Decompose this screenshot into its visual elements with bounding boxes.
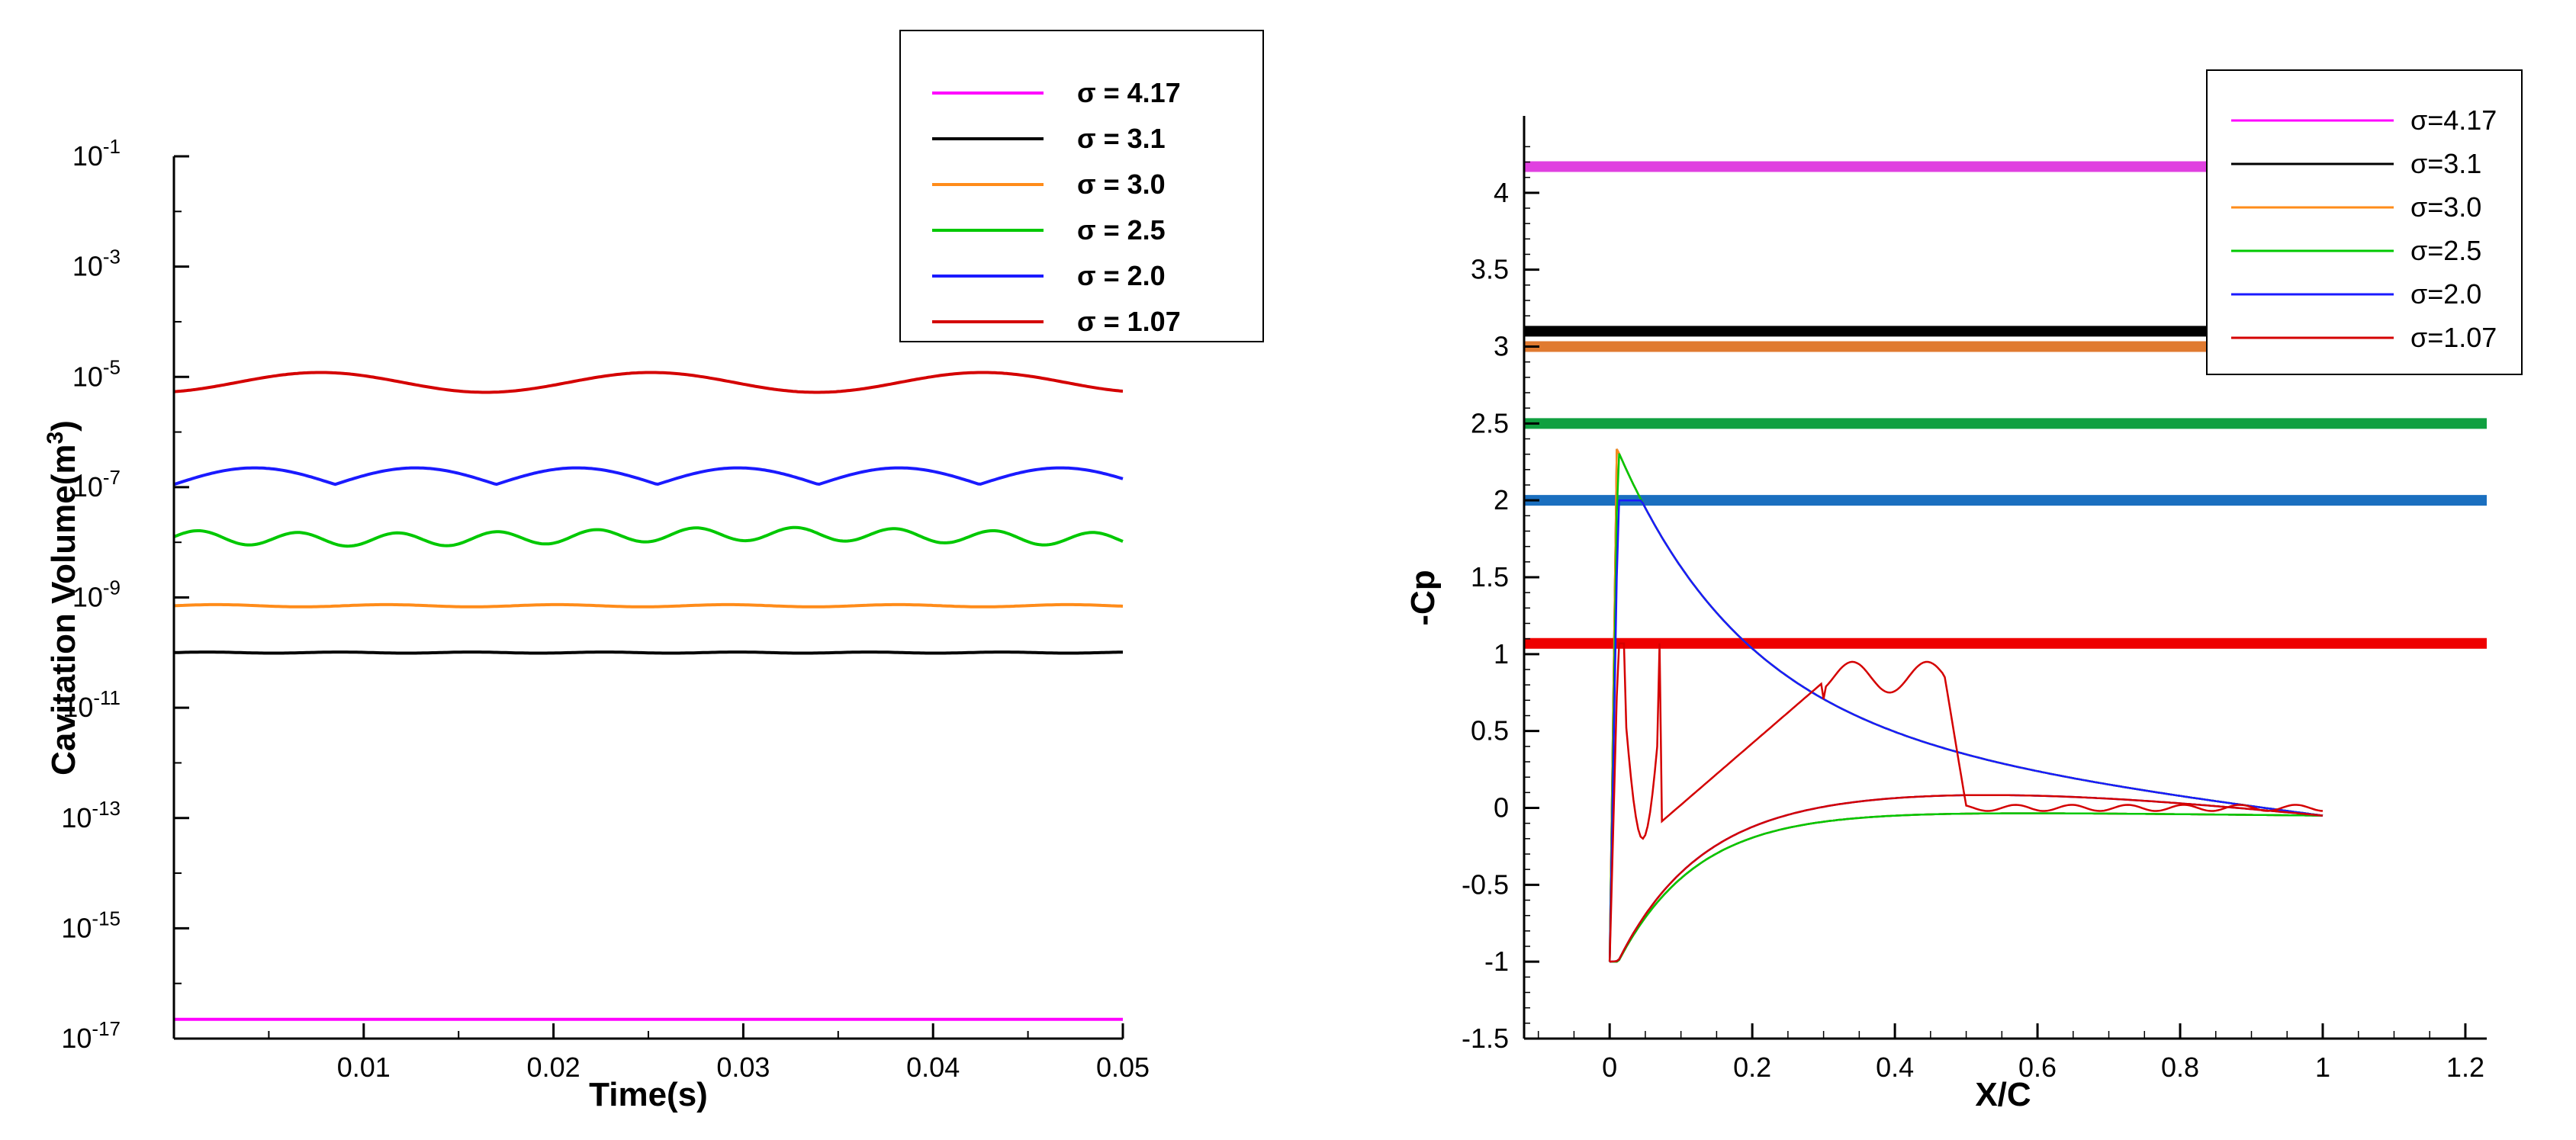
right-y-tick-label: 2: [1494, 484, 1509, 515]
left-y-tick-label: 10-1: [72, 135, 121, 172]
left-legend-label: σ = 3.1: [1077, 123, 1166, 154]
right-x-tick-label: 0.4: [1876, 1052, 1914, 1083]
right-series-upper-line: [1608, 642, 2324, 962]
left-y-tick-label: 10-13: [61, 797, 121, 833]
right-x-tick-label: 1.2: [2446, 1052, 2484, 1083]
left-legend-label: σ = 1.07: [1077, 306, 1181, 337]
left-x-tick-label: 0.04: [906, 1052, 960, 1083]
right-y-tick-label: -0.5: [1462, 869, 1509, 900]
right-legend-label: σ=2.5: [2410, 235, 2481, 266]
left-y-tick-label: 10-5: [72, 355, 121, 392]
right-y-tick-label: 3: [1494, 331, 1509, 362]
left-y-axis-title: Cavitation Volume(m3): [43, 420, 82, 776]
left-x-tick-label: 0.01: [337, 1052, 391, 1083]
left-series-lines: [173, 371, 1124, 1021]
left-x-tick-label: 0.02: [527, 1052, 580, 1083]
right-x-axis-title: X/C: [1975, 1076, 2031, 1113]
left-y-tick-label: 10-7: [72, 466, 121, 503]
left-chart: 10-1 10-3 10-5 10-7 10-9 10-11 10-13 10-15 10-17…: [43, 30, 1264, 1113]
left-series-line: [173, 602, 1124, 609]
right-series-lower-line: [1610, 812, 2323, 963]
right-y-axis-title: -Cp: [1404, 570, 1442, 625]
right-x-tick-label: 0: [1602, 1052, 1617, 1083]
right-legend-label: σ=3.1: [2410, 148, 2481, 179]
right-series-upper-line: [1608, 499, 2324, 962]
left-x-ticks: 0.01 0.02 0.03 0.04 0.05: [268, 1023, 1150, 1083]
left-series-line: [173, 371, 1124, 394]
right-y-tick-label: 1: [1494, 638, 1509, 670]
right-x-tick-label: 0.8: [2161, 1052, 2199, 1083]
right-y-tick-label: 1.5: [1471, 561, 1509, 592]
left-y-tick-label: 10-3: [72, 246, 121, 282]
left-series-line: [173, 525, 1124, 548]
left-series-line: [173, 650, 1123, 655]
left-y-tick-label: 10-15: [61, 907, 121, 943]
right-y-tick-label: -1: [1484, 946, 1509, 977]
right-y-tick-label: 2.5: [1471, 407, 1509, 438]
right-x-tick-label: 0.2: [1733, 1052, 1771, 1083]
right-legend: σ=4.17 σ=3.1 σ=3.0 σ=2.5 σ=2.0 σ=1.07: [2206, 69, 2523, 375]
left-legend: σ = 4.17 σ = 3.1 σ = 3.0 σ = 2.5 σ = 2.0 σ = …: [899, 30, 1264, 342]
right-legend-label: σ=2.0: [2410, 278, 2481, 310]
left-legend-label: σ = 2.5: [1077, 214, 1166, 246]
right-y-tick-label: 0.5: [1471, 715, 1509, 747]
right-y-tick-label: -1.5: [1462, 1023, 1509, 1054]
right-legend-label: σ=4.17: [2410, 104, 2497, 136]
right-x-ticks: 0 0.2 0.4 0.6 0.8 1 1.2: [1537, 1023, 2484, 1083]
right-chart: 4 3.5 3 2.5 2 1.5 1 0.5 0 -0.5 -1 -1.5 0 0.2 0.4 0.6 0.…: [1404, 69, 2523, 1113]
right-series-upper-line: [1608, 448, 2324, 962]
right-y-tick-label: 3.5: [1471, 254, 1509, 285]
right-series-lower-line: [1610, 794, 2324, 963]
left-y-tick-label: 10-11: [63, 686, 121, 723]
left-y-tick-label: 10-9: [72, 576, 121, 613]
right-series-lower-line: [1610, 794, 2324, 963]
left-y-tick-label: 10-17: [61, 1017, 121, 1054]
right-series-lower-line: [1610, 812, 2323, 963]
right-series-lower-line: [1610, 812, 2323, 963]
right-series-upper-line: [1608, 448, 2324, 962]
right-legend-label: σ=1.07: [2410, 322, 2497, 353]
left-x-tick-label: 0.03: [716, 1052, 770, 1083]
right-series-upper-line: [1608, 453, 2324, 962]
left-legend-label: σ = 2.0: [1077, 260, 1166, 291]
right-x-tick-label: 0.6: [2018, 1052, 2057, 1083]
right-y-ticks: 4 3.5 3 2.5 2 1.5 1 0.5 0 -0.5 -1 -1.5: [1462, 146, 1539, 1054]
left-x-axis-title: Time(s): [589, 1076, 708, 1113]
left-y-ticks: 10-1 10-3 10-5 10-7 10-9 10-11 10-13 10-15 10-17: [61, 135, 189, 1054]
left-legend-label: σ = 3.0: [1077, 169, 1166, 200]
right-legend-label: σ=3.0: [2410, 191, 2481, 223]
left-x-tick-label: 0.05: [1096, 1052, 1150, 1083]
left-legend-label: σ = 4.17: [1077, 77, 1181, 108]
left-series-line: [173, 466, 1124, 487]
right-x-tick-label: 1: [2315, 1052, 2330, 1083]
right-y-tick-label: 4: [1494, 177, 1509, 208]
right-y-tick-label: 0: [1494, 792, 1509, 824]
